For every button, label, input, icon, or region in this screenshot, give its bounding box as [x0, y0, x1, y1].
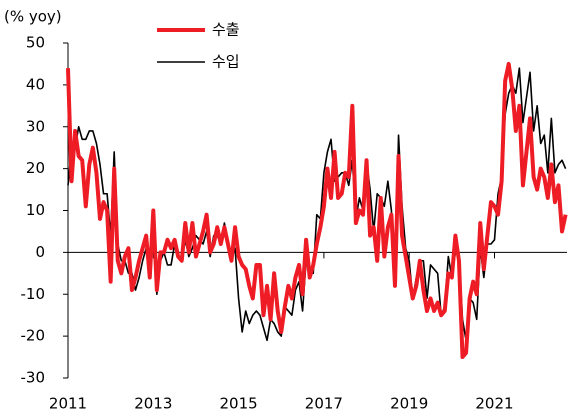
x-tick-label: 2013 — [134, 395, 172, 413]
x-tick-label: 2015 — [220, 395, 258, 413]
y-tick-label: -10 — [21, 285, 46, 303]
y-tick-label: 10 — [26, 201, 45, 219]
y-tick-label: -20 — [21, 327, 46, 345]
legend-label: 수입 — [212, 53, 240, 71]
x-tick-label: 2011 — [49, 395, 87, 413]
y-tick-label: 30 — [26, 117, 45, 135]
series-line — [66, 61, 568, 360]
y-tick-label: 40 — [26, 75, 45, 93]
y-tick-label: -30 — [21, 369, 46, 387]
x-tick-label: 2019 — [390, 395, 428, 413]
x-tick-label: 2021 — [475, 395, 513, 413]
y-tick-label: 20 — [26, 159, 45, 177]
y-tick-label: 0 — [35, 243, 45, 261]
legend-label: 수출 — [212, 21, 240, 39]
y-axis-label: (% yoy) — [4, 8, 62, 26]
x-tick-label: 2017 — [305, 395, 343, 413]
y-tick-label: 50 — [26, 34, 45, 52]
